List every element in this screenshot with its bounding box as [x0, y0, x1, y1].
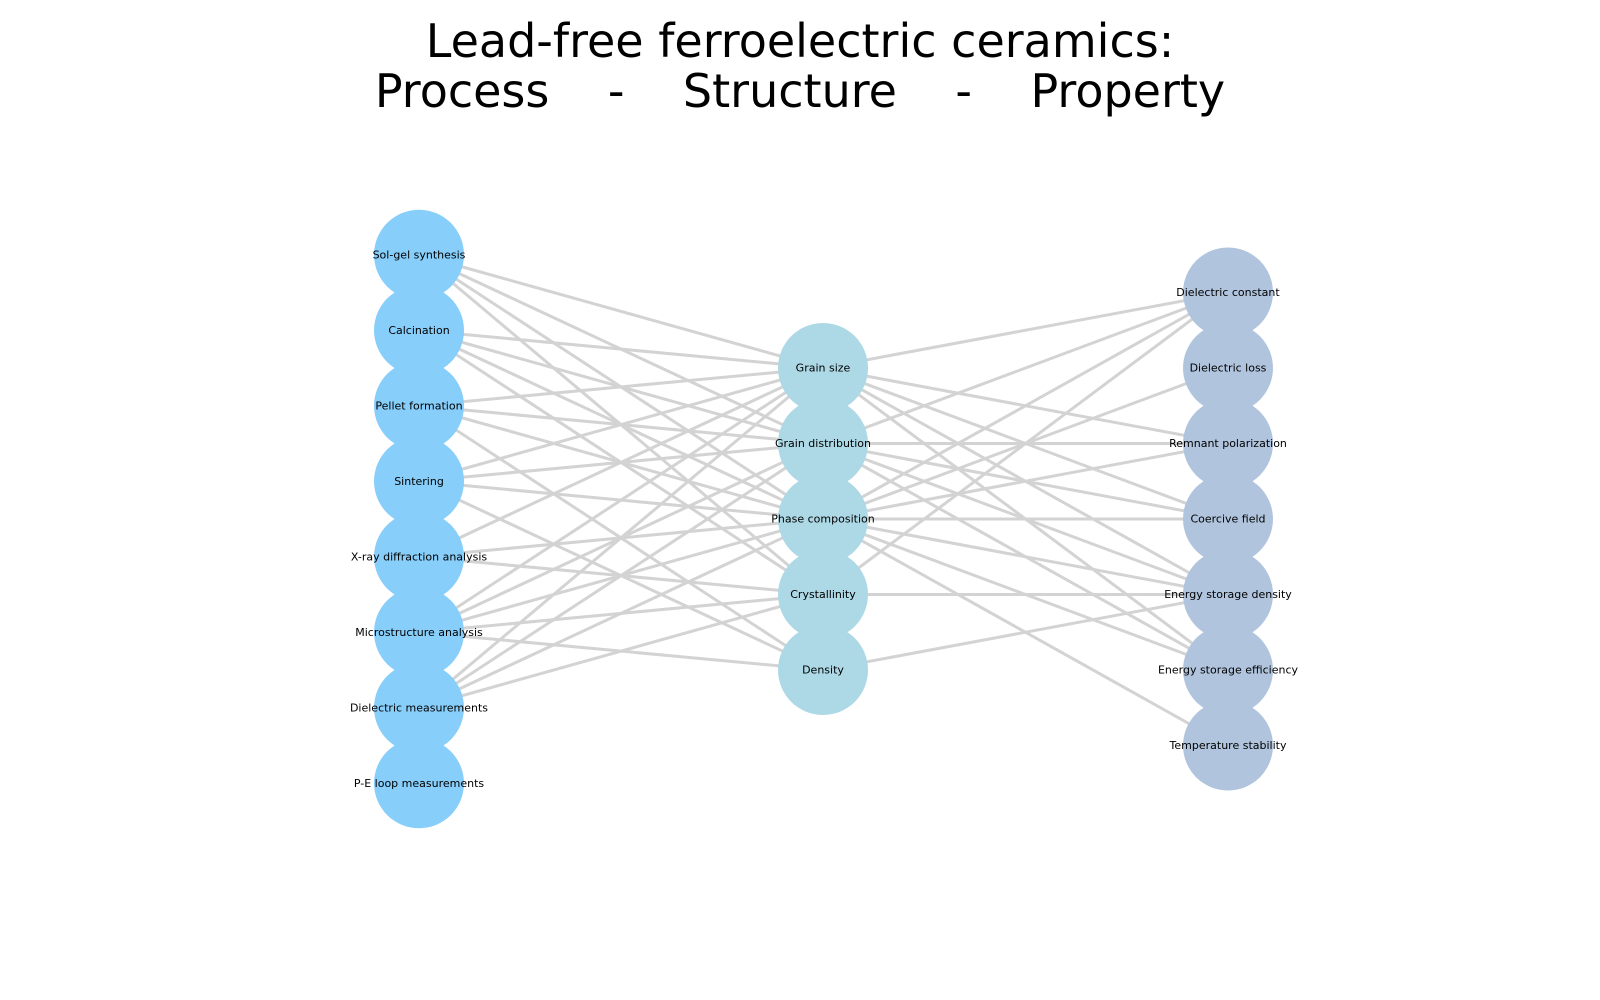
- structure-node-circle: [778, 323, 868, 413]
- edge-grain-size-to-dielectric-constant: [822, 291, 1229, 370]
- edge-phase-composition-to-remnant-polarization: [822, 442, 1229, 521]
- process-node-microstructure-analysis: Microstructure analysis: [355, 587, 483, 678]
- edge-pellet-formation-to-grain-size: [418, 366, 824, 408]
- property-node-label: Dielectric loss: [1190, 362, 1267, 375]
- structure-node-circle: [778, 398, 868, 489]
- process-node-calcination: Calcination: [374, 285, 464, 376]
- structure-node-label: Grain size: [796, 362, 851, 375]
- structure-node-crystallinity: Crystallinity: [778, 549, 868, 640]
- structure-node-label: Grain distribution: [775, 437, 871, 450]
- process-node-circle: [374, 209, 464, 300]
- edge-dielectric-measurements-to-grain-distribution: [418, 442, 824, 710]
- process-node-circle: [374, 662, 464, 753]
- property-node-circle: [1183, 625, 1273, 715]
- property-node-label: Coercive field: [1190, 513, 1265, 526]
- property-node-circle: [1183, 323, 1273, 413]
- node-layer: Sol-gel synthesis Calcination Pellet forma…: [350, 209, 1299, 829]
- property-node-label: Energy storage density: [1164, 588, 1292, 601]
- edge-dielectric-measurements-to-phase-composition: [418, 517, 824, 710]
- property-node-circle: [1183, 247, 1273, 338]
- process-node-label: Sol-gel synthesis: [373, 248, 466, 261]
- property-node-energy-storage-efficiency: Energy storage efficiency: [1158, 625, 1299, 715]
- edge-calcination-to-grain-size: [418, 328, 824, 370]
- edge-grain-distribution-to-dielectric-constant: [822, 291, 1229, 445]
- structure-node-phase-composition: Phase composition: [771, 474, 875, 564]
- process-node-label: Microstructure analysis: [355, 626, 483, 639]
- property-node-label: Dielectric constant: [1176, 286, 1280, 299]
- structure-node-grain-size: Grain size: [778, 323, 868, 413]
- process-node-label: Calcination: [388, 324, 449, 337]
- structure-node-label: Phase composition: [771, 513, 874, 526]
- process-node-circle: [374, 360, 464, 451]
- process-node-label: X-ray diffraction analysis: [351, 550, 488, 563]
- property-node-label: Energy storage efficiency: [1158, 664, 1299, 677]
- process-node-p-e-loop-measurements: P-E loop measurements: [354, 738, 485, 829]
- structure-node-label: Crystallinity: [790, 588, 856, 601]
- process-node-circle: [374, 436, 464, 527]
- property-node-circle: [1183, 700, 1273, 791]
- process-node-circle: [374, 738, 464, 829]
- property-node-temperature-stability: Temperature stability: [1169, 700, 1287, 791]
- structure-node-circle: [778, 474, 868, 564]
- property-node-dielectric-loss: Dielectric loss: [1183, 323, 1273, 413]
- edge-x-ray-diffraction-analysis-to-grain-size: [418, 366, 824, 559]
- edge-microstructure-analysis-to-grain-size: [418, 366, 824, 634]
- process-node-pellet-formation: Pellet formation: [374, 360, 464, 451]
- process-node-label: Dielectric measurements: [350, 701, 488, 714]
- structure-node-circle: [778, 549, 868, 640]
- edge-layer: [418, 253, 1229, 747]
- edge-dielectric-measurements-to-crystallinity: [418, 593, 824, 710]
- process-node-label: P-E loop measurements: [354, 777, 485, 790]
- property-node-label: Remnant polarization: [1169, 437, 1287, 450]
- process-node-label: Sintering: [394, 475, 444, 488]
- process-node-sintering: Sintering: [374, 436, 464, 527]
- property-node-coercive-field: Coercive field: [1183, 474, 1273, 564]
- diagram-title-line-1: Lead-free ferroelectric ceramics:: [425, 14, 1175, 68]
- process-node-circle: [374, 511, 464, 602]
- edge-sintering-to-grain-size: [418, 366, 824, 483]
- property-node-label: Temperature stability: [1169, 739, 1287, 752]
- edge-phase-composition-to-dielectric-constant: [822, 291, 1229, 521]
- process-node-circle: [374, 587, 464, 678]
- property-node-energy-storage-density: Energy storage density: [1164, 549, 1292, 640]
- structure-node-grain-distribution: Grain distribution: [775, 398, 871, 489]
- property-node-dielectric-constant: Dielectric constant: [1176, 247, 1280, 338]
- property-node-circle: [1183, 549, 1273, 640]
- property-node-circle: [1183, 398, 1273, 489]
- structure-node-density: Density: [778, 625, 868, 715]
- process-node-label: Pellet formation: [375, 399, 462, 412]
- property-node-circle: [1183, 474, 1273, 564]
- structure-node-label: Density: [802, 664, 844, 677]
- structure-node-circle: [778, 625, 868, 715]
- process-node-sol-gel-synthesis: Sol-gel synthesis: [373, 209, 466, 300]
- edge-dielectric-measurements-to-grain-size: [418, 366, 824, 709]
- property-node-remnant-polarization: Remnant polarization: [1169, 398, 1287, 489]
- diagram-title-line-2: Process - Structure - Property: [374, 64, 1226, 118]
- process-node-dielectric-measurements: Dielectric measurements: [350, 662, 488, 753]
- process-node-x-ray-diffraction-analysis: X-ray diffraction analysis: [351, 511, 488, 602]
- edge-crystallinity-to-dielectric-constant: [822, 291, 1229, 596]
- process-node-circle: [374, 285, 464, 376]
- edge-sol-gel-synthesis-to-grain-size: [418, 253, 824, 370]
- edge-phase-composition-to-energy-storage-density: [822, 517, 1229, 596]
- edge-density-to-energy-storage-density: [822, 593, 1229, 672]
